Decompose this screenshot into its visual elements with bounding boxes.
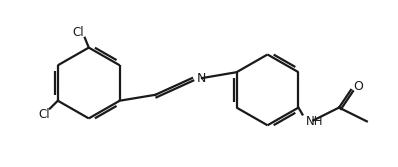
Text: N: N	[197, 72, 207, 85]
Text: O: O	[353, 80, 363, 94]
Text: Cl: Cl	[72, 26, 84, 39]
Text: NH: NH	[305, 115, 323, 128]
Text: Cl: Cl	[38, 108, 50, 121]
